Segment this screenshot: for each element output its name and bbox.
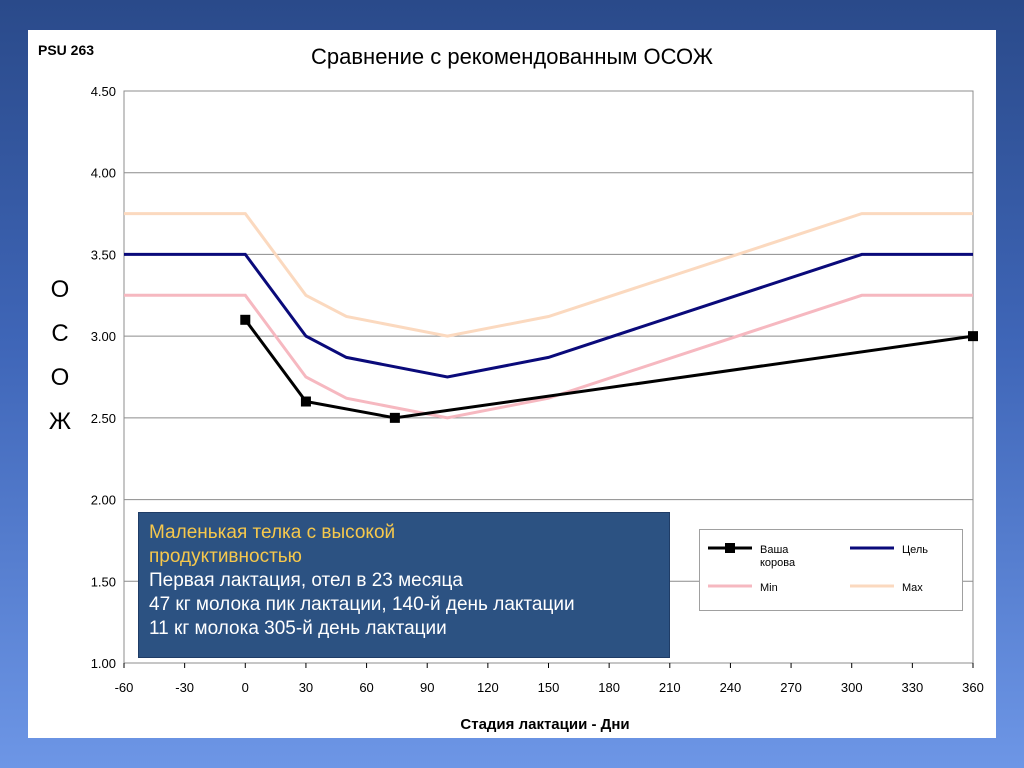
y-tick-label: 3.50 [91, 247, 116, 262]
info-line: 47 кг молока пик лактации, 140-й день ла… [149, 594, 575, 615]
legend-label: Цель [902, 544, 929, 556]
series-line [124, 212, 973, 338]
y-axis-label-letter: О [50, 364, 70, 391]
legend-swatch [708, 543, 752, 553]
y-axis-label-letter: О [50, 276, 70, 303]
x-axis-label: Стадия лактации - Дни [460, 716, 630, 733]
data-point [300, 396, 311, 407]
y-tick-label: 1.00 [91, 656, 116, 671]
x-tick-label: 300 [841, 680, 863, 695]
legend-label: Max [902, 582, 923, 594]
x-tick-label: -30 [175, 680, 194, 695]
x-tick-label: 60 [359, 680, 373, 695]
slide: PSU 263 Сравнение с рекомендованным ОСОЖ… [28, 30, 996, 738]
data-point [240, 314, 251, 325]
legend-label: Ваша корова [760, 544, 796, 569]
x-tick-label: 120 [477, 680, 499, 695]
y-tick-label: 3.00 [91, 329, 116, 344]
chart-title: Сравнение с рекомендованным ОСОЖ [311, 44, 713, 69]
info-highlight-line: продуктивностью [149, 546, 302, 567]
info-box: Маленькая телка с высокой продуктивность… [138, 512, 670, 658]
y-tick-label: 1.50 [91, 574, 116, 589]
x-tick-label: 30 [299, 680, 313, 695]
series-line [244, 318, 974, 420]
legend-swatch [850, 584, 894, 588]
data-point [968, 331, 978, 342]
y-axis-label: О С О Ж [42, 268, 78, 444]
x-tick-label: 150 [538, 680, 560, 695]
series-line [124, 293, 973, 420]
legend-label: Min [760, 582, 778, 594]
x-tick-label: 0 [242, 680, 249, 695]
y-axis-label-letter: С [51, 320, 69, 347]
x-tick-label: 240 [720, 680, 742, 695]
y-tick-label: 2.00 [91, 493, 116, 508]
x-tick-label: 330 [902, 680, 924, 695]
legend-swatch [708, 584, 752, 588]
x-tick-label: 90 [420, 680, 434, 695]
info-highlight-line: Маленькая телка с высокой [149, 522, 396, 543]
x-tick-label: 210 [659, 680, 681, 695]
info-line: 11 кг молока 305-й день лактации [149, 618, 447, 639]
x-tick-label: 360 [962, 680, 984, 695]
y-tick-label: 2.50 [91, 411, 116, 426]
x-tick-label: 270 [780, 680, 802, 695]
y-tick-label: 4.00 [91, 166, 116, 181]
chart-legend: Ваша корова Цель Min Max [699, 529, 963, 611]
x-tick-label: -60 [115, 680, 134, 695]
slide-tag: PSU 263 [38, 42, 95, 58]
y-axis-label-letter: Ж [48, 408, 72, 435]
series-line [124, 252, 973, 379]
data-point [389, 412, 400, 423]
info-line: Первая лактация, отел в 23 месяца [149, 570, 463, 591]
x-tick-label: 180 [598, 680, 620, 695]
legend-swatch [850, 546, 894, 550]
y-tick-label: 4.50 [91, 84, 116, 99]
